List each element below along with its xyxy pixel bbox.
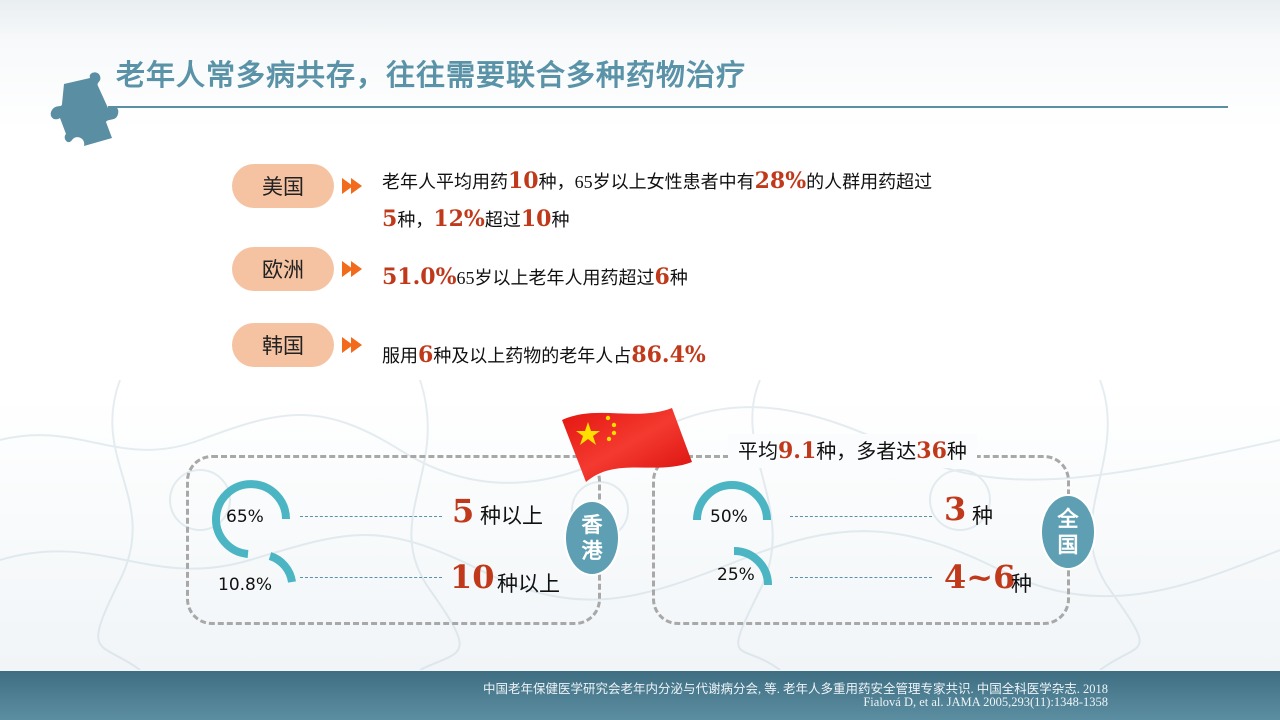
reference-1: 中国老年保健医学研究会老年内分泌与代谢病分会, 等. 老年人多重用药安全管理专家… — [482, 682, 1108, 696]
hongkong-badge: 香 港 — [564, 500, 620, 576]
double-arrow-right-icon — [342, 178, 362, 194]
cn-percent-2: 25% — [717, 565, 755, 585]
references-footer: 中国老年保健医学研究会老年内分泌与代谢病分会, 等. 老年人多重用药安全管理专家… — [0, 671, 1280, 720]
china-badge: 全 国 — [1040, 494, 1096, 570]
china-flag-icon — [562, 408, 692, 482]
hk-value-1: 5 — [452, 492, 475, 530]
hk-percent-1: 65% — [226, 507, 264, 527]
dotted-connector — [300, 577, 442, 578]
double-arrow-right-icon — [342, 261, 362, 277]
cn-percent-1: 50% — [710, 507, 748, 527]
gauge-25-percent — [733, 547, 772, 586]
cn-value-1: 3 — [944, 490, 967, 528]
gauge-50-percent — [693, 481, 771, 521]
hk-value-2: 10 — [450, 558, 495, 596]
china-caption: 平均9.1种，多者达36种 — [728, 434, 977, 468]
dotted-connector — [300, 516, 442, 517]
region-pill-usa: 美国 — [232, 164, 334, 208]
dotted-connector — [790, 516, 932, 517]
cn-value-2: 4~6 — [944, 558, 1016, 596]
gauge-65-percent — [212, 480, 290, 558]
region-desc-korea: 服用6种及以上药物的老年人占86.4% — [382, 342, 706, 368]
region-desc-usa: 老年人平均用药10种，65岁以上女性患者中有28%的人群用药超过 5种，12%超… — [382, 168, 933, 232]
region-pill-korea: 韩国 — [232, 323, 334, 367]
hk-unit-2: 种以上 — [497, 572, 560, 596]
page-title: 老年人常多病共存，往往需要联合多种药物治疗 — [116, 58, 747, 92]
region-desc-europe: 51.0%65岁以上老年人用药超过6种 — [382, 264, 688, 290]
gauge-10.8-percent — [268, 552, 296, 583]
top-band — [0, 0, 1280, 40]
dotted-connector — [790, 577, 932, 578]
double-arrow-right-icon — [342, 337, 362, 353]
hk-percent-2: 10.8% — [218, 575, 273, 595]
cn-unit-1: 种 — [972, 504, 993, 528]
region-pill-europe: 欧洲 — [232, 247, 334, 291]
title-underline — [108, 106, 1228, 108]
hk-unit-1: 种以上 — [480, 504, 543, 528]
reference-2: Fialová D, et al. JAMA 2005,293(11):1348… — [863, 695, 1108, 709]
puzzle-piece-icon — [50, 72, 119, 146]
cn-unit-2: 种 — [1011, 572, 1032, 596]
